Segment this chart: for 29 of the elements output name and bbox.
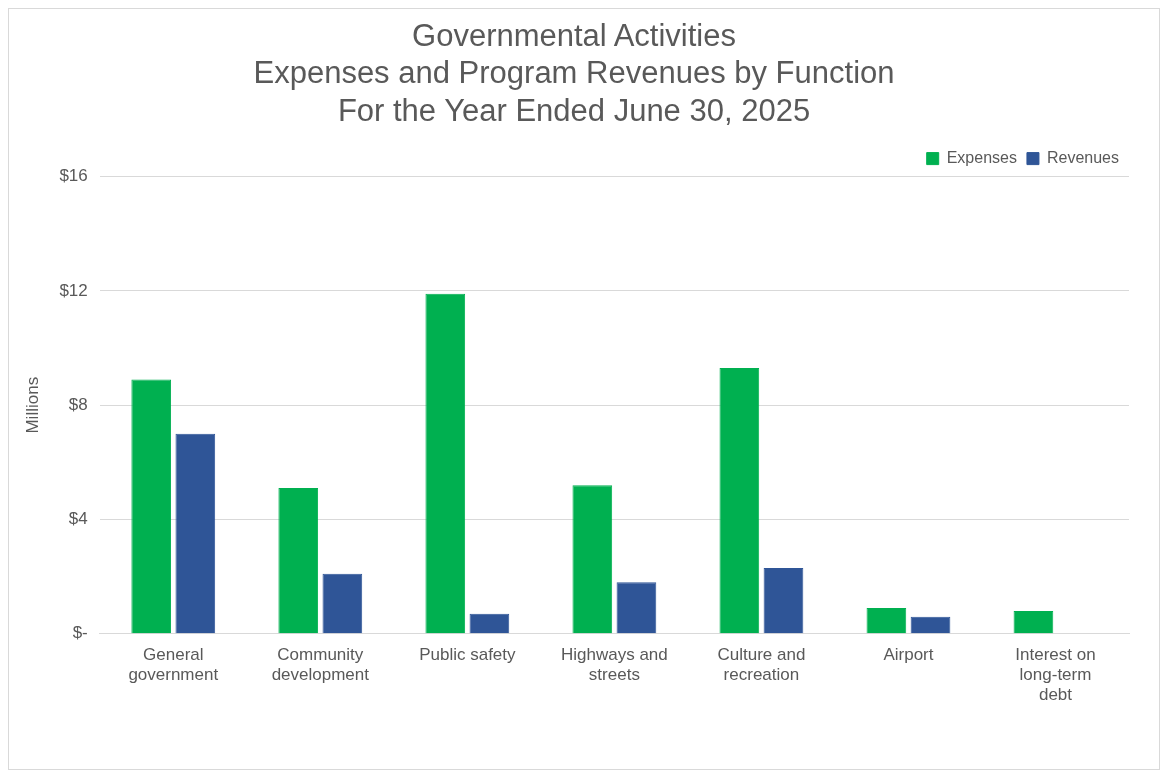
x-tick-label: Culture and recreation xyxy=(717,644,806,685)
y-axis-title: Millions xyxy=(22,376,42,434)
bar xyxy=(278,488,319,634)
x-tick-label: General government xyxy=(128,644,219,685)
y-tick-label: $12 xyxy=(59,280,88,300)
x-tick-label: Community development xyxy=(271,644,370,685)
bar xyxy=(425,293,466,634)
bar xyxy=(866,608,907,634)
y-tick-label: $16 xyxy=(59,166,88,186)
bar xyxy=(175,433,216,634)
legend-label: Expenses xyxy=(946,149,1017,167)
bar xyxy=(616,582,657,634)
bar xyxy=(1013,610,1054,634)
bar xyxy=(910,616,951,634)
chart-title: Governmental Activities Expenses and Program Revenues by Function For the Year Ended June 30, 2025 xyxy=(253,18,895,128)
y-tick-label: $- xyxy=(72,623,88,643)
x-tick-label: Highways and streets xyxy=(560,644,668,685)
x-tick-label: Public safety xyxy=(419,644,517,664)
legend-label: Revenues xyxy=(1046,149,1119,167)
y-tick-label: $4 xyxy=(68,509,88,529)
y-tick-label: $8 xyxy=(68,394,88,414)
bar xyxy=(131,379,172,634)
bar xyxy=(572,485,613,634)
bar xyxy=(469,613,510,634)
x-tick-label: Interest on long-term debt xyxy=(1015,644,1096,705)
bar xyxy=(322,573,363,634)
x-tick-label: Airport xyxy=(883,644,934,664)
bar xyxy=(763,568,804,634)
bar xyxy=(719,368,760,634)
